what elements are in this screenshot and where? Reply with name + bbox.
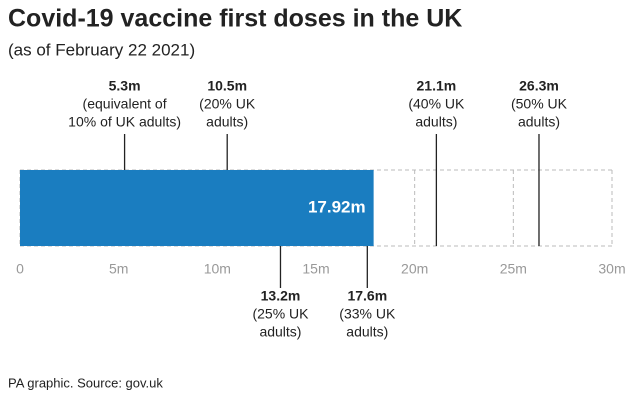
value-label: 17.92m [308, 197, 366, 216]
x-tick-label: 20m [401, 261, 428, 277]
marker-note: adults) [206, 114, 248, 130]
marker-note: (25% UK [252, 306, 309, 322]
marker-label: 26.3m [519, 78, 559, 94]
bar [20, 170, 374, 246]
marker-note: adults) [415, 114, 457, 130]
marker-label: 5.3m [109, 78, 141, 94]
marker-label: 17.6m [347, 288, 387, 304]
x-tick-label: 10m [204, 261, 231, 277]
chart-subtitle: (as of February 22 2021) [8, 40, 195, 59]
marker-note: adults) [259, 324, 301, 340]
marker-label: 10.5m [207, 78, 247, 94]
marker-note: (equivalent of [83, 96, 167, 112]
marker-note: (40% UK [408, 96, 465, 112]
x-tick-label: 15m [302, 261, 329, 277]
x-tick-label: 25m [500, 261, 527, 277]
marker-label: 13.2m [261, 288, 301, 304]
marker-note: 10% of UK adults) [68, 114, 181, 130]
marker-note: (20% UK [199, 96, 256, 112]
marker-label: 21.1m [417, 78, 457, 94]
source: PA graphic. Source: gov.uk [8, 375, 163, 390]
marker-note: (50% UK [511, 96, 568, 112]
marker-note: adults) [346, 324, 388, 340]
chart-title: Covid-19 vaccine first doses in the UK [8, 5, 462, 33]
x-tick-label: 0 [16, 261, 24, 277]
x-tick-label: 30m [598, 261, 625, 277]
marker-note: adults) [518, 114, 560, 130]
x-tick-label: 5m [109, 261, 128, 277]
marker-note: (33% UK [339, 306, 396, 322]
